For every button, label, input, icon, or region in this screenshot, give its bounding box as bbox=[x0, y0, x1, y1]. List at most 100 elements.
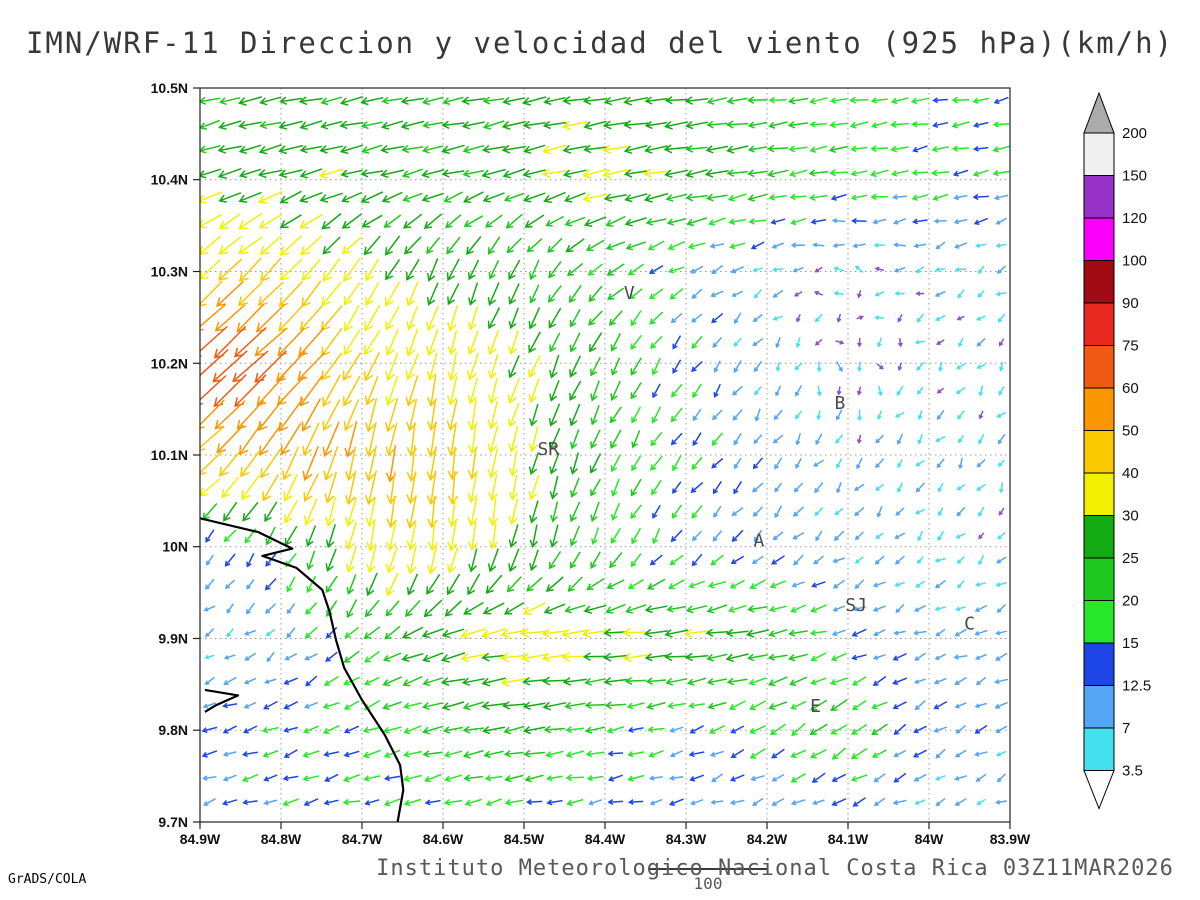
wind-arrow bbox=[729, 774, 745, 782]
wind-arrow bbox=[218, 236, 242, 255]
wind-arrow bbox=[566, 798, 584, 807]
wind-arrow bbox=[897, 313, 903, 323]
wind-arrow bbox=[728, 218, 746, 226]
wind-arrow bbox=[992, 170, 1010, 177]
wind-arrow bbox=[462, 169, 485, 178]
wind-arrow bbox=[793, 290, 803, 297]
wind-arrow bbox=[562, 120, 588, 131]
wind-arrow bbox=[385, 352, 399, 382]
wind-arrow bbox=[200, 119, 220, 130]
wind-arrow bbox=[402, 675, 423, 687]
wind-arrow bbox=[582, 193, 608, 203]
wind-arrow bbox=[385, 600, 400, 617]
wind-arrow bbox=[426, 258, 439, 282]
wind-arrow bbox=[422, 725, 444, 735]
wind-arrow bbox=[895, 507, 905, 516]
wind-arrow bbox=[341, 191, 363, 203]
wind-arrow bbox=[992, 121, 1010, 128]
wind-arrow bbox=[629, 288, 643, 300]
wind-arrow bbox=[707, 580, 727, 589]
wind-arrow bbox=[603, 193, 628, 203]
wind-arrow bbox=[749, 579, 766, 589]
wind-arrow bbox=[934, 267, 946, 273]
wind-arrow bbox=[529, 549, 539, 572]
wind-arrow bbox=[730, 725, 745, 734]
wind-arrow bbox=[953, 218, 968, 225]
wind-arrow bbox=[937, 530, 945, 542]
wind-arrow bbox=[713, 383, 721, 398]
wind-arrow bbox=[652, 528, 661, 545]
wind-arrow bbox=[995, 217, 1007, 225]
wind-arrow bbox=[488, 377, 498, 405]
wind-arrow bbox=[872, 605, 886, 612]
wind-arrow bbox=[508, 426, 519, 453]
wind-arrow bbox=[689, 774, 705, 782]
wind-arrow bbox=[344, 446, 357, 482]
wind-arrow bbox=[706, 97, 727, 105]
wind-arrow bbox=[871, 749, 887, 758]
wind-arrow bbox=[562, 95, 588, 105]
wind-arrow bbox=[873, 773, 886, 783]
wind-arrow bbox=[224, 553, 236, 567]
wind-arrow bbox=[996, 265, 1007, 274]
wind-arrow bbox=[651, 406, 662, 424]
wind-arrow bbox=[584, 677, 606, 686]
wind-arrow bbox=[200, 235, 222, 256]
wind-arrow bbox=[609, 406, 622, 424]
wind-arrow bbox=[487, 236, 501, 255]
wind-arrow bbox=[644, 120, 668, 130]
wind-arrow bbox=[829, 97, 848, 104]
wind-arrow bbox=[501, 144, 527, 154]
wind-arrow bbox=[691, 530, 703, 542]
wind-arrow bbox=[956, 556, 966, 564]
wind-arrow bbox=[670, 383, 683, 398]
wind-arrow bbox=[467, 282, 479, 306]
wind-arrow bbox=[998, 385, 1005, 396]
wind-arrow bbox=[751, 797, 764, 806]
wind-arrow bbox=[933, 700, 948, 710]
wind-arrow bbox=[954, 797, 967, 806]
wind-arrow bbox=[566, 262, 584, 277]
wind-arrow bbox=[320, 120, 343, 130]
wind-arrow bbox=[218, 192, 242, 203]
wind-arrow bbox=[914, 678, 926, 685]
wind-arrow bbox=[402, 750, 422, 758]
wind-arrow bbox=[627, 263, 645, 276]
footer-caption: Instituto Meteorologico Nacional Costa R… bbox=[376, 856, 1174, 881]
wind-arrow bbox=[996, 773, 1007, 783]
wind-arrow bbox=[590, 404, 600, 426]
wind-arrow bbox=[339, 120, 364, 130]
wind-arrow bbox=[913, 725, 927, 734]
wind-arrow bbox=[815, 433, 823, 446]
wind-arrow bbox=[254, 328, 287, 357]
wind-arrow bbox=[519, 627, 549, 638]
wind-arrow bbox=[725, 653, 749, 663]
wind-arrow bbox=[405, 398, 418, 432]
wind-arrow bbox=[691, 360, 703, 373]
wind-arrow bbox=[244, 629, 257, 636]
wind-arrow bbox=[610, 454, 621, 473]
wind-arrow bbox=[788, 145, 808, 153]
wind-arrow bbox=[875, 458, 885, 469]
wind-arrow bbox=[364, 376, 379, 406]
wind-arrow bbox=[461, 96, 486, 105]
wind-arrow bbox=[890, 145, 909, 153]
wind-arrow bbox=[306, 550, 316, 571]
wind-arrow bbox=[836, 482, 842, 494]
wind-arrow bbox=[767, 653, 788, 661]
wind-arrow bbox=[263, 774, 278, 782]
wind-arrow bbox=[381, 120, 404, 130]
wind-arrow bbox=[684, 96, 709, 105]
wind-arrow bbox=[278, 120, 303, 130]
wind-arrow bbox=[203, 798, 216, 806]
wind-arrow bbox=[972, 169, 989, 177]
wind-arrow bbox=[873, 629, 886, 637]
wind-arrow bbox=[894, 555, 905, 565]
wind-arrow bbox=[752, 482, 764, 493]
wind-arrow bbox=[711, 312, 724, 324]
wind-arrow bbox=[890, 97, 909, 105]
wind-arrow bbox=[706, 653, 728, 662]
wind-arrow bbox=[283, 677, 298, 685]
wind-arrow bbox=[259, 235, 282, 256]
wind-arrow bbox=[279, 190, 302, 204]
